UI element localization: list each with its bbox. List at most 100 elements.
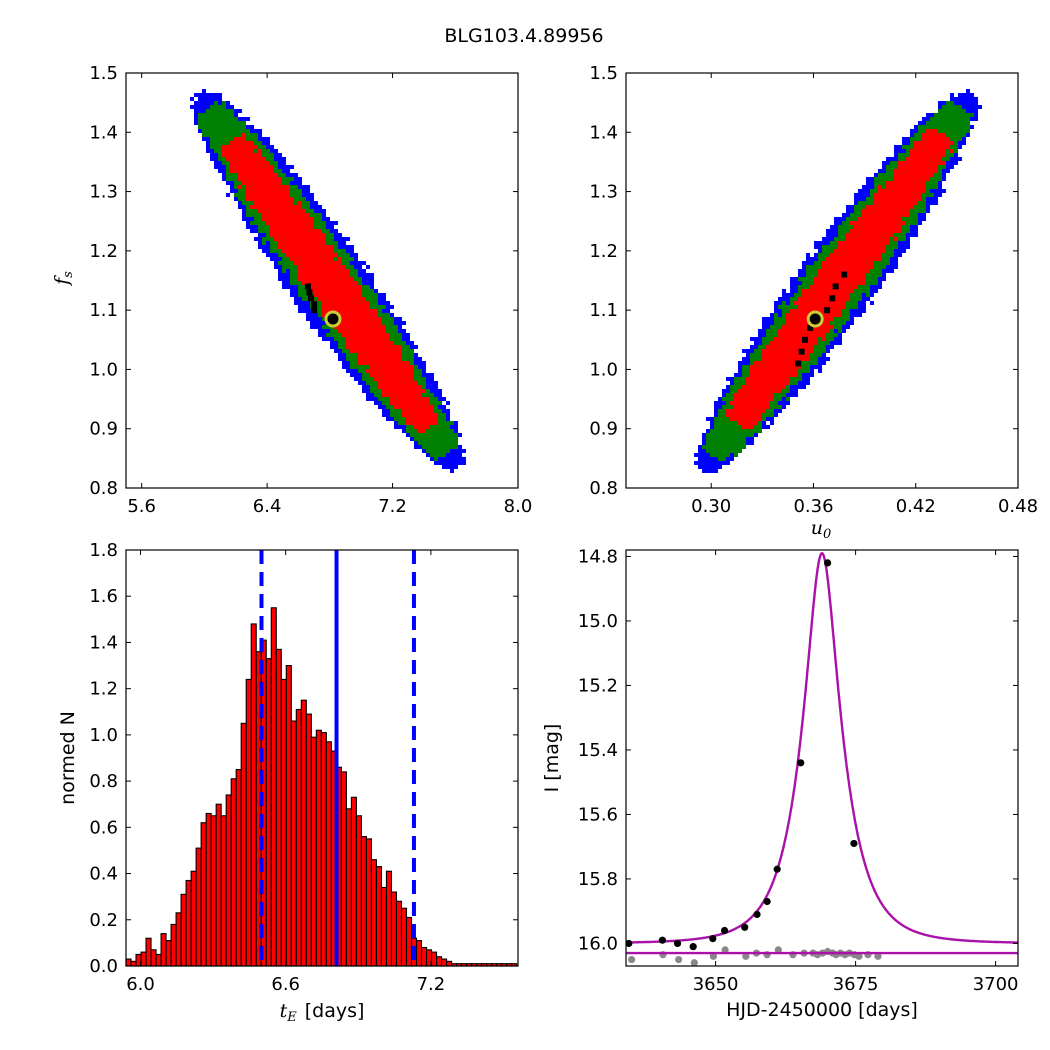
density-cell [894,229,898,233]
density-cell [406,365,410,369]
density-cell [710,445,714,449]
density-cell [418,397,422,401]
density-cell [330,269,334,273]
density-cell [274,193,278,197]
density-cell [418,429,422,433]
density-cell [902,229,906,233]
density-cell [382,313,386,317]
density-cell [394,381,398,385]
density-cell [366,325,370,329]
density-cell [366,389,370,393]
density-cell [238,145,242,149]
density-cell [450,429,454,433]
density-cell [858,249,862,253]
density-cell [890,233,894,237]
histogram-bar [345,808,352,967]
density-cell [854,293,858,297]
density-cell [894,217,898,221]
density-cell [314,205,318,209]
density-cell [854,197,858,201]
density-cell [962,141,966,145]
density-cell [242,157,246,161]
density-cell [230,105,234,109]
histogram-bar [235,769,242,967]
density-cell [954,121,958,125]
density-cell [326,309,330,313]
density-cell [286,201,290,205]
density-cell [770,373,774,377]
density-cell [882,165,886,169]
density-cell [202,133,206,137]
density-cell [330,301,334,305]
density-cell [954,141,958,145]
density-cell [226,193,230,197]
density-cell [258,137,262,141]
density-cell [302,221,306,225]
density-cell [298,305,302,309]
density-cell [906,201,910,205]
density-cell [250,185,254,189]
mcmc-point [801,336,808,343]
density-cell [426,409,430,413]
density-cell [286,245,290,249]
density-cell [750,393,754,397]
density-cell [818,341,822,345]
density-cell [274,165,278,169]
density-cell [262,213,266,217]
density-cell [398,373,402,377]
density-cell [818,281,822,285]
density-cell [758,353,762,357]
density-cell [338,293,342,297]
density-cell [310,265,314,269]
density-cell [826,313,830,317]
density-cell [974,105,978,109]
density-cell [246,157,250,161]
density-cell [230,173,234,177]
density-cell [374,357,378,361]
density-cell [402,409,406,413]
density-cell [386,301,390,305]
density-cell [902,197,906,201]
density-cell [766,381,770,385]
density-cell [786,333,790,337]
density-cell [354,337,358,341]
density-cell [270,153,274,157]
density-cell [930,113,934,117]
density-cell [306,221,310,225]
density-cell [230,189,234,193]
density-cell [862,193,866,197]
density-cell [342,313,346,317]
density-cell [802,345,806,349]
density-cell [310,205,314,209]
density-cell [318,293,322,297]
density-cell [406,385,410,389]
density-cell [306,313,310,317]
density-cell [226,165,230,169]
density-cell [806,361,810,365]
density-cell [774,357,778,361]
density-cell [242,165,246,169]
density-cell [330,273,334,277]
density-cell [270,161,274,165]
histogram-bar [180,893,187,967]
density-cell [930,173,934,177]
density-cell [782,309,786,313]
density-cell [734,441,738,445]
density-cell [350,349,354,353]
density-cell [966,93,970,97]
density-cell [786,361,790,365]
density-cell [394,357,398,361]
density-cell [334,305,338,309]
density-cell [894,177,898,181]
density-cell [410,417,414,421]
density-cell [302,273,306,277]
density-cell [438,413,442,417]
density-cell [354,325,358,329]
density-cell [866,273,870,277]
density-cell [422,385,426,389]
density-cell [798,385,802,389]
density-cell [942,137,946,141]
density-cell [322,221,326,225]
density-cell [326,333,330,337]
density-cell [386,325,390,329]
